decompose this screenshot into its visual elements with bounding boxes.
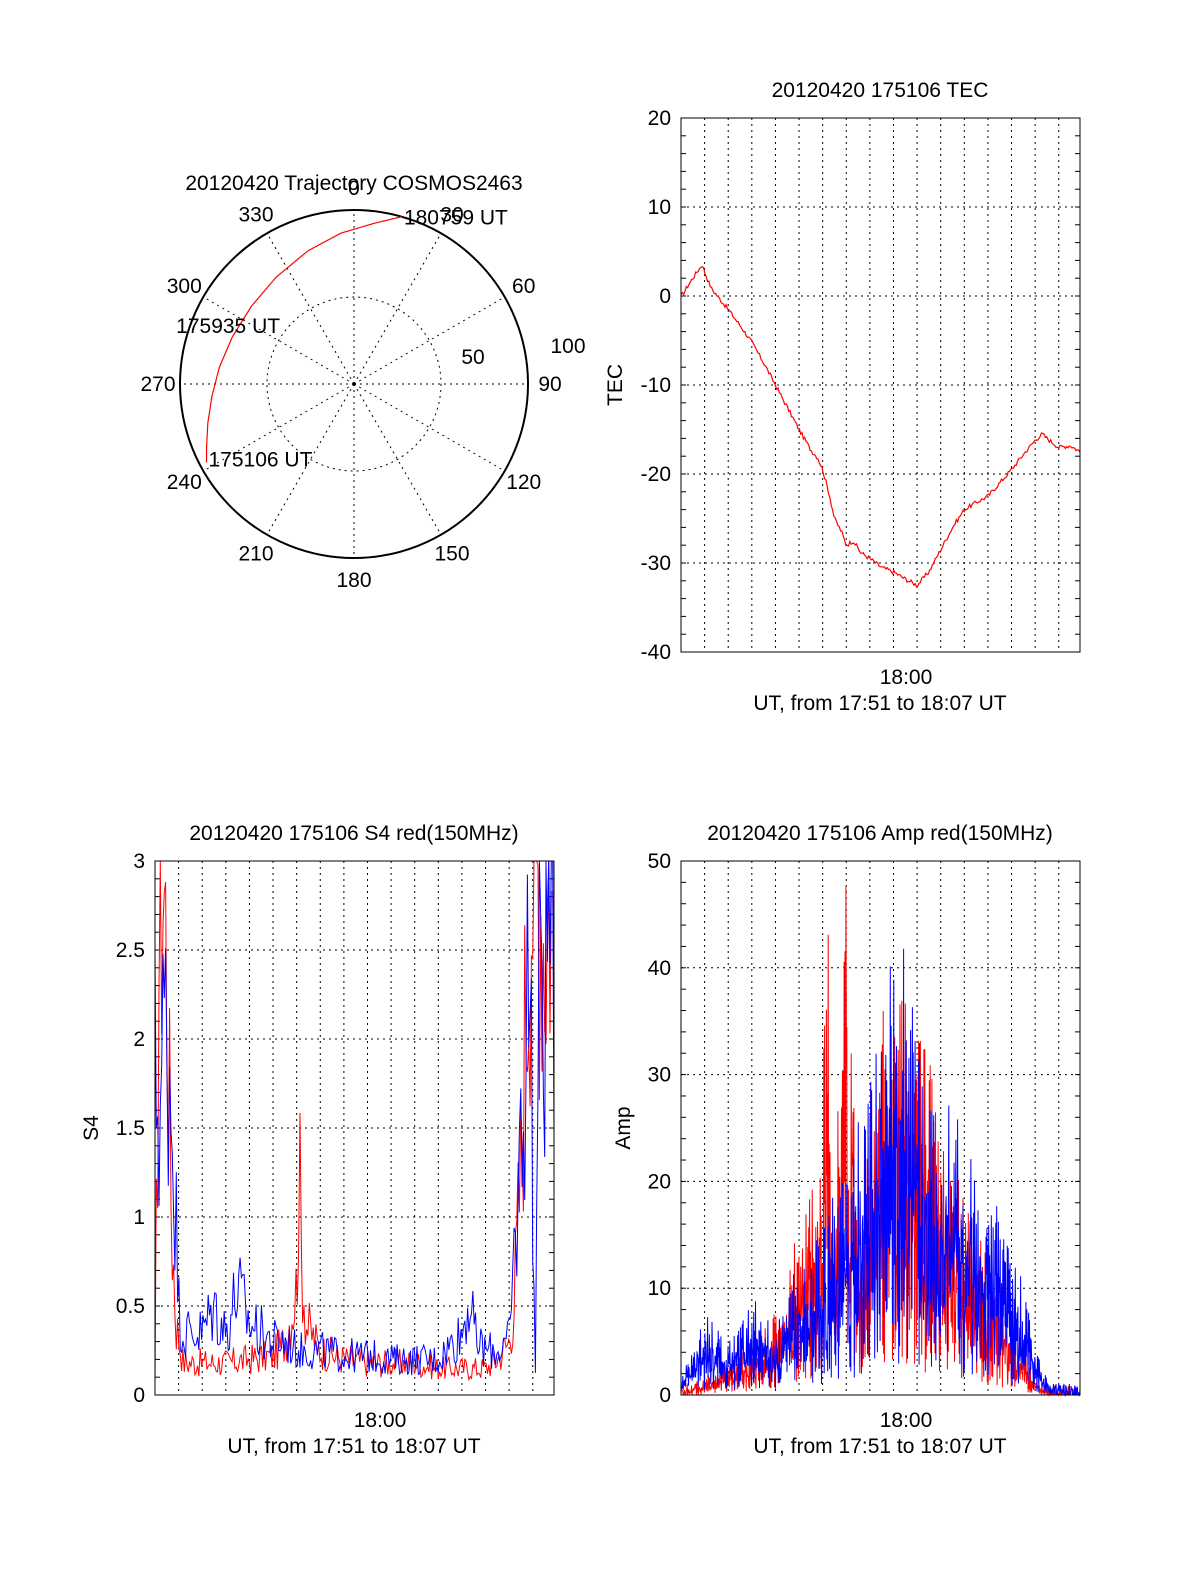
y-tick-label: 10 <box>648 196 671 219</box>
polar-trajectory-panel: 20120420 Trajectory COSMOS2463 0 30 60 90 12… <box>140 172 585 592</box>
amp-title: 20120420 175106 Amp red(150MHz) <box>707 822 1053 845</box>
tec-title: 20120420 175106 TEC <box>772 79 989 102</box>
tec-ylabel: TEC <box>604 364 627 406</box>
y-tick-label: -40 <box>641 641 671 664</box>
s4-title: 20120420 175106 S4 red(150MHz) <box>189 822 518 845</box>
y-tick-label: 0 <box>659 1384 671 1407</box>
y-tick-label: -10 <box>641 374 671 397</box>
y-tick-label: 3 <box>133 850 145 873</box>
y-tick-label: -30 <box>641 552 671 575</box>
polar-azimuth-label: 240 <box>167 471 202 494</box>
polar-azimuth-label: 330 <box>238 203 273 226</box>
s4-panel: 20120420 175106 S4 red(150MHz) S4 UT, fr… <box>80 822 555 1458</box>
s4-ylabel: S4 <box>80 1115 103 1141</box>
polar-azimuth-label: 60 <box>512 275 535 298</box>
y-tick-label: 2 <box>133 1028 145 1051</box>
polar-spoke <box>353 383 442 535</box>
y-tick-label: 20 <box>648 1170 671 1193</box>
polar-time-annotation: 180759 UT <box>404 207 508 230</box>
polar-outer-circle <box>179 209 529 559</box>
s4-xtick-label: 18:00 <box>354 1409 407 1432</box>
plot-frame <box>154 860 555 1396</box>
y-tick-label: 1 <box>133 1206 145 1229</box>
y-tick-label: 50 <box>648 850 671 873</box>
polar-azimuth-label: 300 <box>167 275 202 298</box>
polar-radius-label: 50 <box>461 346 484 369</box>
polar-title: 20120420 Trajectory COSMOS2463 <box>185 172 522 195</box>
y-tick-label: 1.5 <box>116 1117 145 1140</box>
series-line <box>680 265 1081 588</box>
series-line <box>154 860 555 1382</box>
y-tick-label: 40 <box>648 957 671 980</box>
polar-azimuth-label: 0 <box>348 177 360 200</box>
polar-time-annotation: 175935 UT <box>176 315 280 338</box>
y-tick-label: -20 <box>641 463 671 486</box>
polar-azimuth-label: 90 <box>538 373 561 396</box>
y-tick-label: 0.5 <box>116 1295 145 1318</box>
s4-xlabel: UT, from 17:51 to 18:07 UT <box>227 1435 480 1458</box>
polar-azimuth-label: 210 <box>238 543 273 566</box>
y-tick-label: 0 <box>659 285 671 308</box>
plot-frame <box>680 860 1081 1396</box>
polar-grid <box>179 209 529 559</box>
amp-panel: 20120420 175106 Amp red(150MHz) Amp UT, … <box>612 822 1081 1458</box>
polar-azimuth-label: 30 <box>440 203 463 226</box>
polar-labels: 0 30 60 90 120 150 180 210 240 270 300 330 50 100 <box>140 177 585 592</box>
plot-frame <box>680 117 1081 653</box>
polar-radius-label: 100 <box>550 335 585 358</box>
polar-trajectory: 175106 UT 175935 UT 180759 UT <box>176 207 508 472</box>
amp-ylabel: Amp <box>612 1106 635 1149</box>
tec-panel: 20120420 175106 TEC TEC UT, from 17:51 t… <box>604 79 1081 715</box>
polar-spoke <box>353 233 442 385</box>
polar-inner-circle <box>266 296 442 472</box>
y-tick-label: 30 <box>648 1064 671 1087</box>
y-tick-label: 2.5 <box>116 939 145 962</box>
tec-xlabel: UT, from 17:51 to 18:07 UT <box>753 692 1006 715</box>
polar-spoke <box>353 296 505 385</box>
polar-azimuth-label: 120 <box>506 471 541 494</box>
polar-azimuth-label: 150 <box>434 543 469 566</box>
tec-xtick-label: 18:00 <box>880 666 933 689</box>
polar-trajectory-line <box>205 216 403 463</box>
series-line <box>154 860 555 1376</box>
polar-spoke <box>266 233 355 385</box>
y-tick-label: 0 <box>133 1384 145 1407</box>
series-line <box>680 948 1081 1397</box>
polar-time-annotation: 175106 UT <box>209 448 313 471</box>
y-tick-label: 20 <box>648 107 671 130</box>
polar-spoke <box>266 383 355 535</box>
y-tick-label: 10 <box>648 1277 671 1300</box>
polar-spoke <box>353 383 505 472</box>
amp-xlabel: UT, from 17:51 to 18:07 UT <box>753 1435 1006 1458</box>
polar-spoke <box>203 383 355 472</box>
amp-xtick-label: 18:00 <box>880 1409 933 1432</box>
polar-azimuth-label: 270 <box>140 373 175 396</box>
polar-azimuth-label: 180 <box>336 569 371 592</box>
polar-spoke <box>203 296 355 385</box>
